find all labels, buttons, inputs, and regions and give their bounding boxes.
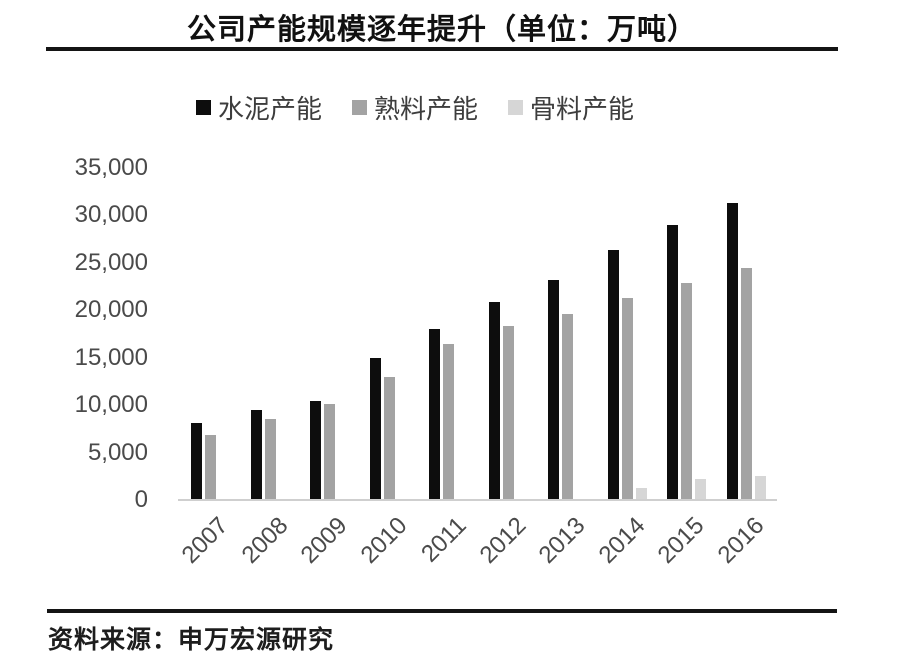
y-tick-label-0: 0 — [134, 486, 148, 513]
y-tick-label-25000: 25,000 — [74, 248, 148, 276]
bar-group-2009 — [300, 168, 360, 500]
bar-group-2007 — [181, 168, 241, 500]
bar-group-2012 — [479, 168, 539, 500]
bar-cement-2007 — [191, 423, 203, 500]
x-tick-label-2009: 2009 — [295, 512, 353, 569]
y-tick-label-10000: 10,000 — [74, 391, 148, 419]
bar-group-2013 — [538, 168, 598, 500]
x-tick-label-2014: 2014 — [593, 512, 651, 569]
x-tick-label-2015: 2015 — [652, 512, 710, 569]
bar-clinker-2016 — [740, 267, 752, 500]
legend-swatch-cement — [195, 100, 211, 115]
bar-clinker-2008 — [264, 419, 276, 500]
legend-item-cement: 水泥产能 — [195, 89, 322, 126]
chart-legend: 水泥产能 熟料产能 骨料产能 — [0, 89, 830, 126]
x-tick-label-2011: 2011 — [416, 512, 472, 568]
legend-item-aggregate: 骨料产能 — [508, 89, 634, 126]
chart-title: 公司产能规模逐年提升（单位：万吨） — [186, 14, 697, 46]
bar-group-2014 — [598, 168, 658, 500]
plot-area — [181, 168, 776, 500]
legend-label-clinker: 熟料产能 — [373, 94, 478, 124]
bar-cement-2013 — [548, 279, 560, 500]
bar-clinker-2007 — [205, 434, 217, 500]
bar-aggregate-2015 — [695, 479, 707, 500]
bar-cement-2009 — [310, 401, 322, 500]
bar-cement-2015 — [667, 224, 679, 500]
y-tick-label-5000: 5,000 — [87, 438, 148, 466]
bar-cement-2014 — [607, 249, 619, 500]
bar-group-2011 — [419, 168, 479, 500]
x-axis-line — [178, 499, 777, 501]
title-divider — [46, 47, 838, 51]
bar-aggregate-2016 — [754, 476, 766, 500]
bar-group-2010 — [360, 168, 420, 500]
bar-cement-2008 — [250, 409, 262, 500]
bar-clinker-2013 — [562, 314, 574, 500]
bar-group-2015 — [657, 168, 717, 500]
bar-clinker-2011 — [443, 344, 455, 500]
x-tick-label-2007: 2007 — [176, 512, 234, 569]
legend-label-aggregate: 骨料产能 — [530, 94, 635, 124]
bar-aggregate-2014 — [635, 487, 647, 500]
bar-cement-2012 — [488, 301, 500, 500]
bar-clinker-2009 — [324, 404, 336, 500]
x-tick-label-2008: 2008 — [236, 512, 294, 569]
y-tick-label-30000: 30,000 — [74, 201, 148, 229]
x-tick-label-2010: 2010 — [355, 512, 413, 569]
bar-group-2016 — [717, 168, 777, 500]
legend-swatch-clinker — [351, 100, 367, 115]
x-tick-label-2016: 2016 — [712, 512, 770, 569]
bar-clinker-2014 — [621, 298, 633, 500]
bar-clinker-2010 — [383, 376, 395, 500]
legend-swatch-aggregate — [508, 100, 523, 115]
x-tick-label-2013: 2013 — [533, 512, 591, 569]
y-tick-label-35000: 35,000 — [74, 154, 148, 181]
bar-clinker-2015 — [681, 282, 693, 500]
bar-group-2008 — [241, 168, 301, 500]
source-note: 资料来源：申万宏源研究 — [48, 626, 335, 654]
footer-divider — [47, 609, 837, 613]
bar-cement-2016 — [726, 203, 738, 500]
bar-clinker-2012 — [502, 325, 514, 500]
legend-item-clinker: 熟料产能 — [351, 89, 478, 126]
bar-cement-2011 — [429, 329, 441, 500]
y-tick-label-20000: 20,000 — [74, 296, 148, 324]
legend-label-cement: 水泥产能 — [217, 94, 322, 124]
bar-cement-2010 — [369, 357, 381, 500]
y-tick-label-15000: 15,000 — [74, 343, 148, 371]
x-tick-label-2012: 2012 — [474, 512, 532, 569]
